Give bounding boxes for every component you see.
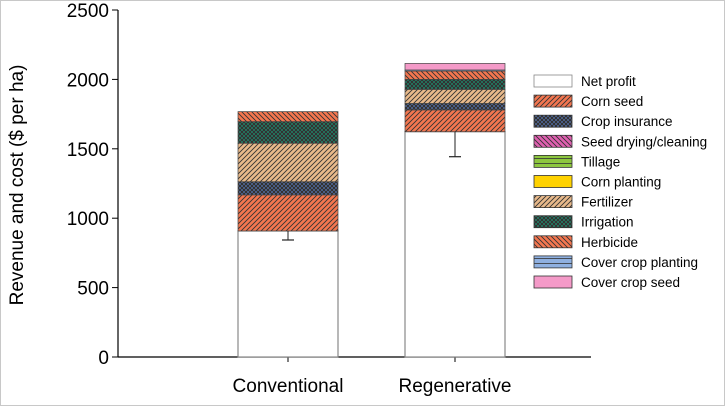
y-tick-label: 1000 xyxy=(67,209,109,230)
bar-segment-irrigation xyxy=(237,121,339,144)
legend-swatch xyxy=(533,114,573,128)
legend-swatch xyxy=(533,215,573,229)
legend-label: Corn planting xyxy=(581,175,661,190)
legend-item: Herbicide xyxy=(533,235,638,250)
legend-item: Irrigation xyxy=(533,215,634,230)
y-tick-label: 2000 xyxy=(67,70,109,91)
legend-label: Seed drying/cleaning xyxy=(581,134,707,149)
x-tick-label: Conventional xyxy=(233,376,344,397)
legend-item: Cover crop seed xyxy=(533,275,680,290)
legend-label: Cover crop planting xyxy=(581,255,698,270)
legend-swatch xyxy=(533,94,573,108)
bar-segment-crop-insurance xyxy=(237,181,339,196)
legend-item: Tillage xyxy=(533,154,620,169)
bar-segment-net-profit xyxy=(237,230,339,358)
legend-swatch xyxy=(533,195,573,209)
legend-swatch xyxy=(533,255,573,269)
legend-swatch xyxy=(533,175,573,188)
legend-item: Net profit xyxy=(533,74,636,89)
legend-swatch xyxy=(533,154,573,168)
bar-segment-net-profit xyxy=(404,131,506,358)
legend-label: Crop insurance xyxy=(581,114,673,129)
legend-label: Corn seed xyxy=(581,94,643,109)
bar-segment-cover-crop-seed xyxy=(404,63,506,71)
legend-label: Irrigation xyxy=(581,215,634,230)
legend-swatch xyxy=(533,74,573,88)
bar-segment-herbicide xyxy=(404,70,506,80)
legend-swatch xyxy=(533,275,573,289)
bar-segment-corn-seed xyxy=(237,194,339,232)
legend-item: Crop insurance xyxy=(533,114,673,129)
y-tick-label: 2500 xyxy=(67,1,109,22)
legend-item: Corn planting xyxy=(533,175,661,190)
y-tick-label: 1500 xyxy=(67,140,109,161)
legend-label: Fertilizer xyxy=(581,195,633,210)
legend-swatch xyxy=(533,134,573,148)
legend-item: Fertilizer xyxy=(533,195,633,210)
bar-segment-irrigation xyxy=(404,79,506,90)
x-tick-label: Regenerative xyxy=(398,376,511,397)
bar-segment-corn-seed xyxy=(404,109,506,133)
legend-item: Cover crop planting xyxy=(533,255,698,270)
y-axis-label: Revenue and cost ($ per ha) xyxy=(7,65,28,306)
y-tick-label: 0 xyxy=(98,348,109,369)
legend-swatch xyxy=(533,235,573,249)
y-tick-label: 500 xyxy=(77,279,109,300)
legend-label: Tillage xyxy=(581,154,620,169)
bar-segment-herbicide xyxy=(237,111,339,122)
legend-label: Net profit xyxy=(581,74,636,89)
bar-segment-fertilizer xyxy=(404,89,506,104)
legend-item: Seed drying/cleaning xyxy=(533,134,707,149)
bar-segment-fertilizer xyxy=(237,142,339,183)
legend-item: Corn seed xyxy=(533,94,643,109)
legend-label: Herbicide xyxy=(581,235,638,250)
legend-label: Cover crop seed xyxy=(581,275,680,290)
bar-segment-crop-insurance xyxy=(404,103,506,111)
